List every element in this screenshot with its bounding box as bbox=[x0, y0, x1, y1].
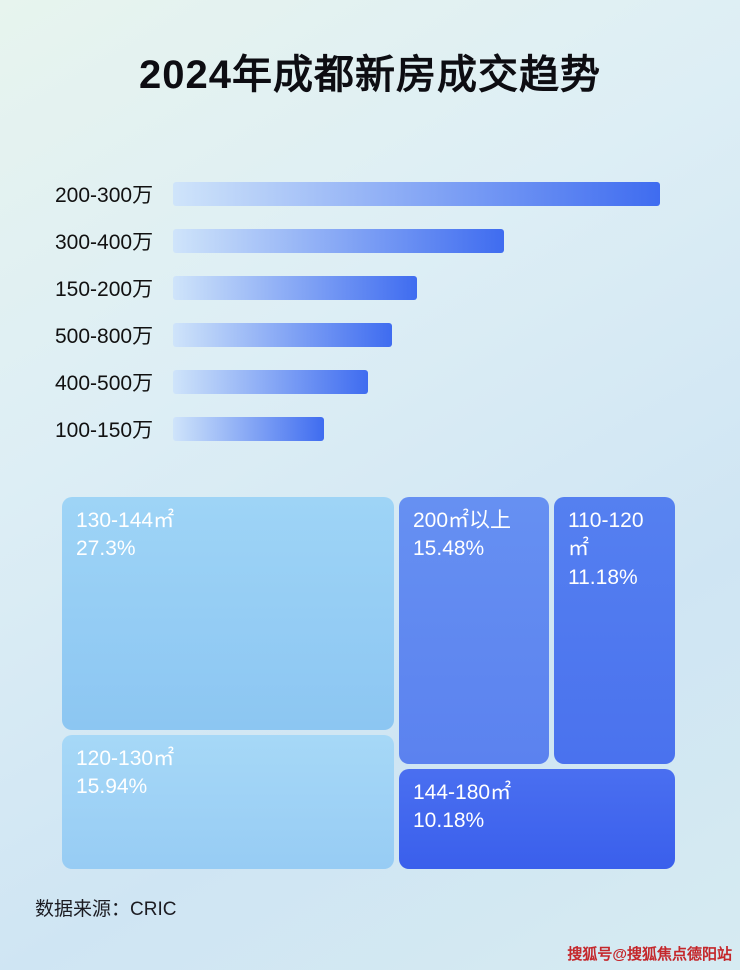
bar bbox=[173, 370, 368, 394]
watermark-text: 搜狐号@搜狐焦点德阳站 bbox=[567, 946, 732, 963]
bar-category-label: 300-400万 bbox=[55, 231, 154, 254]
bar bbox=[173, 323, 393, 347]
bar-category-label: 100-150万 bbox=[55, 419, 154, 442]
price-range-bar-chart: 200-300万 300-400万 150-200万 500-800万 400-500万… bbox=[55, 182, 685, 464]
area-treemap: 130-144㎡ 27.3% 200㎡以上 15.48% 110-120㎡ 11… bbox=[62, 497, 675, 869]
treemap-label: 200㎡以上 bbox=[413, 509, 512, 532]
treemap-block-144-180: 144-180㎡ 10.18% bbox=[399, 769, 675, 869]
bar bbox=[173, 182, 660, 206]
bar-row: 100-150万 bbox=[55, 417, 685, 442]
data-source-label: 数据来源：CRIC bbox=[35, 899, 177, 920]
bar-row: 300-400万 bbox=[55, 229, 685, 254]
treemap-value: 15.48% bbox=[413, 537, 485, 561]
bar-chart-rows: 200-300万 300-400万 150-200万 500-800万 400-500万… bbox=[55, 182, 685, 442]
bar-track bbox=[173, 229, 660, 253]
bar-track bbox=[173, 182, 660, 206]
bar-track bbox=[173, 417, 660, 441]
treemap-value: 10.18% bbox=[413, 809, 485, 833]
treemap-label: 120-130㎡ bbox=[76, 747, 175, 770]
bar-category-label: 200-300万 bbox=[55, 184, 154, 207]
treemap-block-120-130: 120-130㎡ 15.94% bbox=[62, 735, 394, 869]
bar bbox=[173, 417, 324, 441]
bar bbox=[173, 229, 505, 253]
bar-track bbox=[173, 276, 660, 300]
treemap-block-200-plus: 200㎡以上 15.48% bbox=[399, 497, 549, 764]
treemap-value: 11.18% bbox=[568, 565, 638, 589]
bar-row: 500-800万 bbox=[55, 323, 685, 348]
bar bbox=[173, 276, 417, 300]
treemap-value: 15.94% bbox=[76, 775, 148, 799]
treemap-label: 144-180㎡ bbox=[413, 781, 512, 804]
bar-track bbox=[173, 370, 660, 394]
treemap-label: 110-120㎡ bbox=[568, 509, 644, 561]
treemap-value: 27.3% bbox=[76, 537, 136, 561]
treemap-block-110-120: 110-120㎡ 11.18% bbox=[554, 497, 675, 764]
page-title: 2024年成都新房成交趋势 bbox=[139, 53, 601, 97]
bar-row: 200-300万 bbox=[55, 182, 685, 207]
bar-category-label: 500-800万 bbox=[55, 325, 154, 348]
bar-row: 150-200万 bbox=[55, 276, 685, 301]
bar-category-label: 150-200万 bbox=[55, 278, 154, 301]
treemap-label: 130-144㎡ bbox=[76, 509, 175, 532]
treemap-block-130-144: 130-144㎡ 27.3% bbox=[62, 497, 394, 730]
bar-track bbox=[173, 323, 660, 347]
bar-category-label: 400-500万 bbox=[55, 372, 154, 395]
bar-row: 400-500万 bbox=[55, 370, 685, 395]
